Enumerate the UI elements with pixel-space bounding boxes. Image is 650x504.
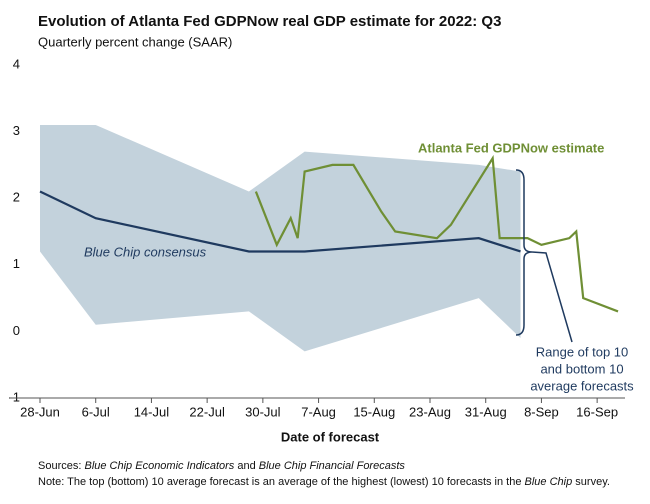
x-tick-label: 14-Jul [134,404,170,419]
x-tick-label: 7-Aug [301,404,336,419]
note-text: Blue Chip [525,476,573,488]
gdpnow-annotation: Atlanta Fed GDPNow estimate [418,140,604,155]
chart-title: Evolution of Atlanta Fed GDPNow real GDP… [38,13,501,30]
source-joiner: and [237,460,255,472]
band-annotation: and bottom 10 [540,361,623,376]
y-tick-label: 4 [13,56,20,71]
line-layer [39,154,619,313]
x-tick-label: 15-Aug [353,404,395,419]
sources: Sources: Blue Chip Economic Indicators a… [38,460,405,472]
chart-subtitle: Quarterly percent change (SAAR) [38,34,232,49]
series-line [254,154,619,313]
y-tick-label: 0 [13,323,20,338]
sources-label: Sources: [38,460,81,472]
source: Blue Chip Financial Forecasts [259,460,406,472]
x-tick-label: 22-Jul [189,404,225,419]
y-tick-label: 3 [13,123,20,138]
y-tick-label: 2 [13,190,20,205]
x-tick-label: 23-Aug [409,404,451,419]
source: Blue Chip Economic Indicators [84,460,234,472]
x-tick-label: 6-Jul [82,404,110,419]
x-axis-label: Date of forecast [281,429,380,444]
band-annotation: Range of top 10 [536,344,629,359]
pointer [531,251,573,343]
x-tick-label: 16-Sep [576,404,618,419]
y-tick-label: 1 [13,256,20,271]
note-text: survey. [575,476,610,488]
note-text: The top (bottom) 10 average forecast is … [67,476,521,488]
series-line [39,190,521,253]
y-tick-label: -1 [8,389,20,404]
band-annotation: average forecasts [530,378,634,393]
x-tick-label: 30-Jul [245,404,281,419]
x-tick-label: 8-Sep [524,404,559,419]
note-label: Note: [38,476,64,488]
x-tick-label: 31-Aug [465,404,507,419]
x-tick-label: 28-Jun [20,404,60,419]
bluechip-annotation: Blue Chip consensus [84,244,207,259]
note: Note: The top (bottom) 10 average foreca… [38,476,610,488]
